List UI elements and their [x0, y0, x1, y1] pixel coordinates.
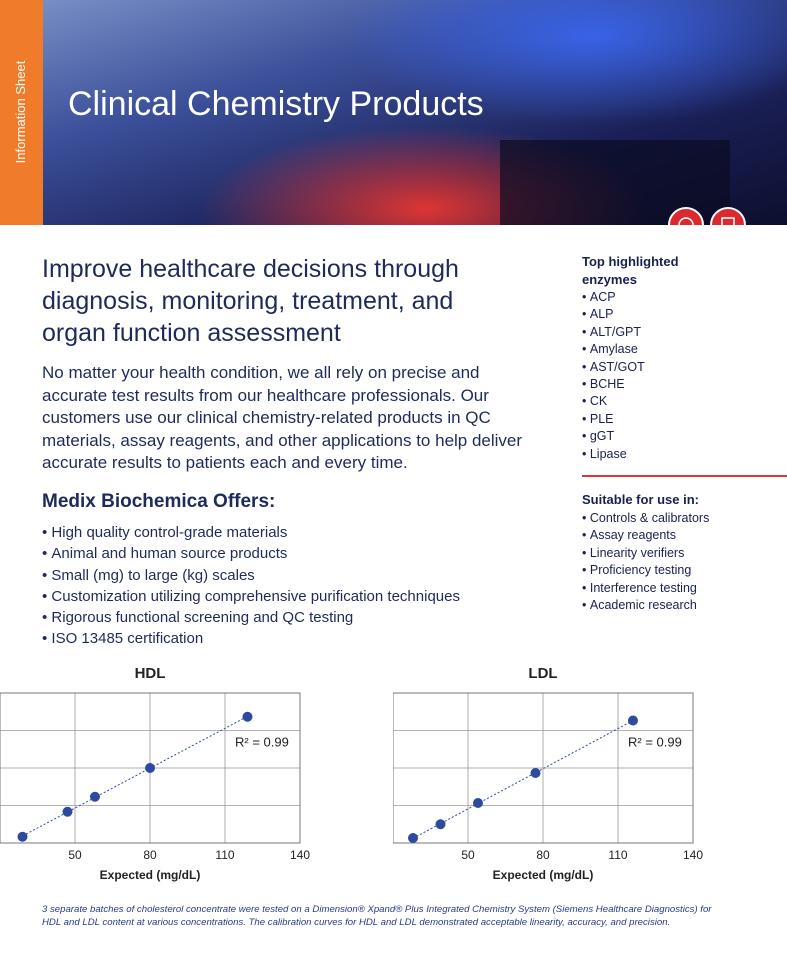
chart-title: HDL — [135, 665, 166, 682]
side-title: Suitable for use in: — [582, 492, 700, 507]
list-item: Animal and human source products — [42, 543, 460, 564]
icon-glyph — [721, 217, 735, 225]
plot-frame — [0, 692, 301, 844]
list-item: PLE — [582, 411, 645, 428]
point — [473, 798, 483, 808]
x-tick-label: 50 — [68, 848, 82, 862]
page-title: Clinical Chemistry Products — [68, 85, 484, 123]
x-tick-label: 140 — [290, 848, 310, 862]
list-item: BCHE — [582, 376, 645, 393]
point — [408, 833, 418, 843]
list-item: gGT — [582, 428, 645, 445]
use-list: Controls & calibratorsAssay reagentsLine… — [582, 510, 710, 614]
point — [628, 715, 638, 726]
point — [242, 711, 253, 722]
x-tick-label: 110 — [608, 848, 627, 862]
footnote: 3 separate batches of cholesterol concen… — [42, 904, 712, 928]
x-tick-label: 110 — [215, 848, 234, 862]
list-item: Assay reagents — [582, 527, 709, 544]
headline: Improve healthcare decisions through dia… — [42, 255, 459, 347]
icon — [710, 207, 746, 225]
enzyme-list: ACPALPALT/GPTAmylaseAST/GOTBCHECKPLEgGTL… — [582, 289, 645, 463]
icon-glyph — [678, 217, 694, 225]
chart-title: LDL — [528, 665, 557, 682]
divider — [582, 475, 787, 477]
x-tick-label: 50 — [461, 848, 475, 862]
list-item: Customization utilizing comprehensive pu… — [42, 586, 460, 607]
list-item: Interference testing — [582, 580, 709, 597]
list-item: Academic research — [582, 597, 709, 614]
icon — [668, 207, 704, 225]
list-item: Linearity verifiers — [582, 545, 709, 562]
x-tick-label: 80 — [536, 848, 550, 862]
point — [530, 768, 541, 778]
point — [17, 831, 28, 842]
annotation: R² = 0.99 — [628, 734, 682, 749]
list-item: ALT/GPT — [582, 324, 645, 341]
list-item: Small (mg) to large (kg) scales — [42, 565, 460, 586]
list-item: ACP — [582, 289, 645, 306]
x-tick-label: 80 — [143, 848, 157, 862]
plot-frame — [393, 692, 694, 844]
intro-text: No matter your health condition, we all … — [42, 363, 523, 472]
list-item: ISO 13485 certification — [42, 628, 460, 649]
list-item: Controls & calibrators — [582, 510, 710, 527]
list-item: Lipase — [582, 446, 645, 463]
x-axis-label: Expected (mg/dL) — [493, 868, 594, 882]
list-item: High quality control-grade materials — [42, 522, 460, 543]
list-item: Rigorous functional screening and QC tes… — [42, 607, 460, 628]
hero-banner: Information Sheet Clinical Chemistry Pro… — [0, 0, 787, 225]
list-item: AST/GOT — [582, 359, 645, 376]
side-title: Top highlighted enzymes — [582, 254, 679, 287]
point — [435, 819, 446, 830]
x-axis-label: Expected (mg/dL) — [100, 868, 201, 882]
chart: HDL2050801101405080110140Expected (mg/dL… — [0, 665, 310, 882]
trendline — [22, 715, 248, 837]
list-item: CK — [582, 393, 645, 410]
list-item: ALP — [582, 306, 645, 323]
list-item: Amylase — [582, 341, 645, 358]
point — [145, 763, 155, 773]
point — [90, 791, 100, 802]
annotation: R² = 0.99 — [235, 734, 289, 749]
chart: LDL2050801101405080110140Expected (mg/dL… — [393, 665, 703, 882]
point — [62, 806, 73, 817]
tag: Information Sheet — [13, 60, 28, 163]
offer-list: High quality control-grade materialsAnim… — [42, 522, 460, 650]
list-item: Proficiency testing — [582, 562, 709, 579]
x-tick-label: 140 — [683, 848, 703, 862]
trendline — [412, 720, 634, 839]
section-title: Medix Biochemica Offers: — [42, 491, 276, 512]
